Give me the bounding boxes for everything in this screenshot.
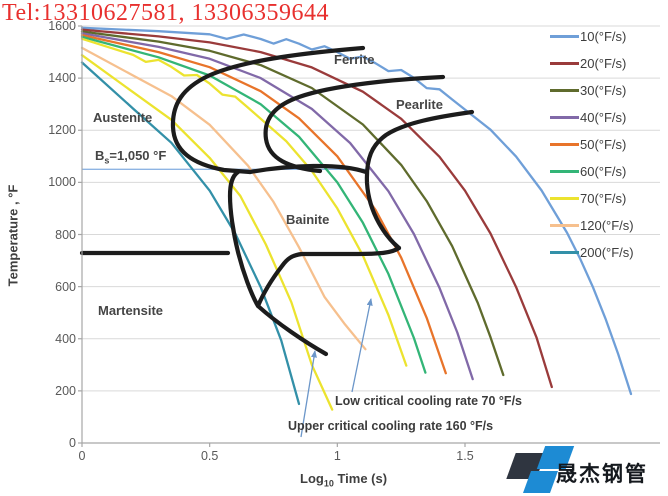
cooling-curve-20 <box>80 28 553 389</box>
phase-label-ferrite: Ferrite <box>334 52 375 67</box>
legend-swatch-line <box>550 115 579 119</box>
boundary-pearlite-start <box>263 74 446 174</box>
cooling-curve-10 <box>80 26 633 396</box>
legend-swatch-line <box>550 251 579 255</box>
y-tick-label-1400: 1400 <box>48 71 76 86</box>
x-tick-label-1.5: 1.5 <box>456 449 474 463</box>
phase-label-austenite: Austenite <box>93 110 153 125</box>
cooling-curve-40 <box>80 32 474 381</box>
boundary-pearlite-finish-bainite-right <box>364 109 475 251</box>
legend-item-120: 120(°F/s) <box>550 218 634 234</box>
cooling-curve-70 <box>80 37 408 367</box>
legend-label: 70(°F/s) <box>580 191 627 207</box>
phase-label-pearlite: Pearlite <box>396 97 443 112</box>
boundary-ferrite-start <box>170 45 366 175</box>
legend-label: 120(°F/s) <box>580 218 634 234</box>
cooling-curve-200 <box>80 61 301 406</box>
x-tick-label-0: 0 <box>78 449 86 463</box>
y-tick-label-200: 200 <box>55 383 76 398</box>
legend-item-30: 30(°F/s) <box>550 82 626 98</box>
y-axis-title: Temperature , °F <box>5 184 21 287</box>
boundary-martensite-tail <box>255 303 329 357</box>
cooling-curve-160 <box>80 54 334 411</box>
legend-label: 20(°F/s) <box>580 55 627 71</box>
watermark-phone-numbers: Tel:13310627581, 13306359644 <box>2 0 329 26</box>
legend-item-10: 10(°F/s) <box>550 28 626 44</box>
cooling-curve-60 <box>80 35 427 374</box>
y-tick-label-0: 0 <box>69 436 76 450</box>
legend-swatch-line <box>550 61 579 65</box>
upper-critical-cooling-rate-annotation: Upper critical cooling rate 160 °F/s <box>288 419 494 433</box>
x-axis-title-prefix: Log <box>300 471 324 486</box>
legend-item-60: 60(°F/s) <box>550 164 626 180</box>
legend-swatch-line <box>550 34 579 38</box>
legend-label: 30(°F/s) <box>580 82 627 98</box>
phase-label-bainite: Bainite <box>286 212 330 227</box>
x-axis-title: Log10 Time (s) <box>300 471 387 489</box>
legend-label: 200(°F/s) <box>580 245 634 261</box>
legend-swatch-line <box>550 224 579 228</box>
cooling-curve-120 <box>80 46 367 351</box>
arrow-to-70-curve <box>351 298 373 393</box>
bainite-start-label: Bs=1,050 °F <box>95 148 167 166</box>
legend-swatch-line <box>550 88 579 92</box>
legend-item-20: 20(°F/s) <box>550 55 626 71</box>
legend-swatch-line <box>550 142 579 146</box>
phase-label-martensite: Martensite <box>98 303 164 318</box>
cooling-curve-50 <box>80 33 447 375</box>
low-critical-cooling-rate-annotation: Low critical cooling rate 70 °F/s <box>335 394 522 408</box>
legend-item-70: 70(°F/s) <box>550 191 626 207</box>
boundary-bainite-top <box>247 163 369 175</box>
legend-label: 60(°F/s) <box>580 164 627 179</box>
y-tick-label-400: 400 <box>55 331 76 346</box>
x-tick-label-1: 1 <box>333 449 341 463</box>
cooling-curve-30 <box>80 30 505 377</box>
y-tick-label-600: 600 <box>55 279 76 294</box>
legend-item-200: 200(°F/s) <box>550 245 634 261</box>
y-tick-label-1600: 1600 <box>48 19 76 33</box>
legend-label: 40(°F/s) <box>580 109 627 125</box>
legend-swatch-line <box>550 170 579 173</box>
legend-swatch-line <box>550 197 579 201</box>
x-axis-title-subscript: 10 <box>323 478 334 489</box>
company-logo-text: 晟杰钢管 <box>556 463 648 486</box>
x-tick-label-0.5: 0.5 <box>200 449 219 463</box>
y-tick-label-1000: 1000 <box>48 175 76 190</box>
legend-item-40: 40(°F/s) <box>550 109 626 125</box>
y-tick-label-800: 800 <box>55 227 76 242</box>
arrow-to-160-curve <box>300 350 317 438</box>
y-tick-label-1200: 1200 <box>48 123 76 138</box>
legend-label: 50(°F/s) <box>580 136 627 152</box>
legend-label: 10(°F/s) <box>580 28 627 44</box>
x-axis-title-suffix: Time (s) <box>333 471 388 486</box>
boundary-bainite-bottom-left <box>227 169 402 309</box>
legend-item-50: 50(°F/s) <box>550 136 626 152</box>
